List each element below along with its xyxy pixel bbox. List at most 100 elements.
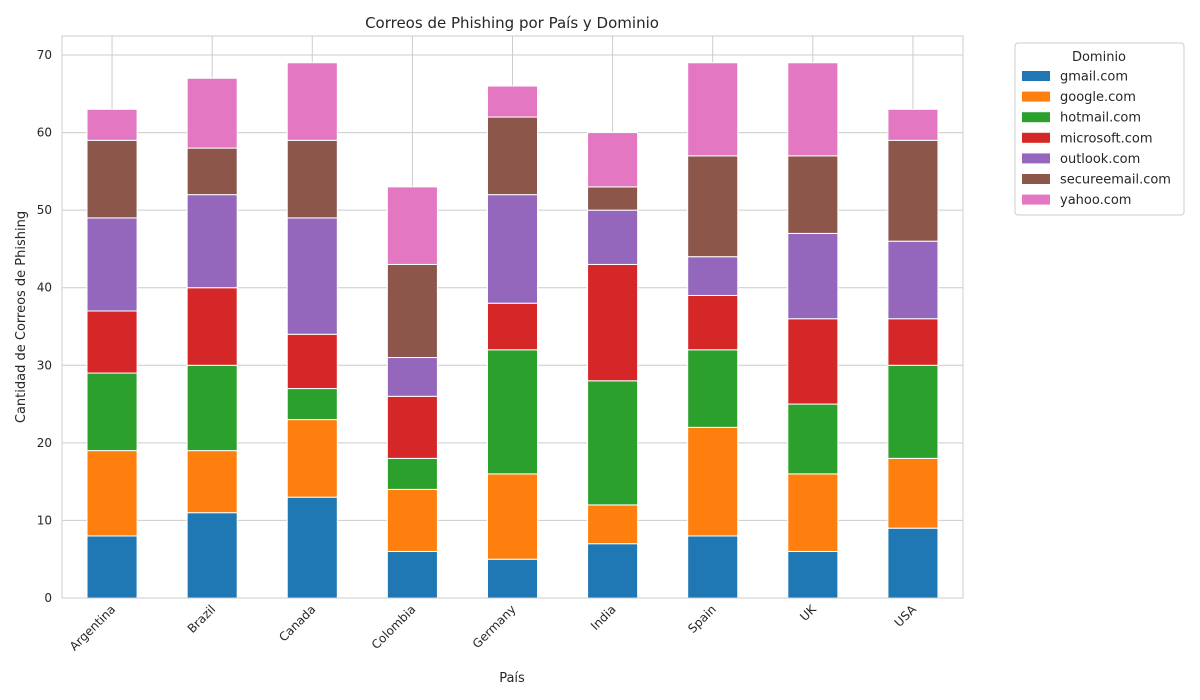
y-tick-label: 30 [37,358,52,372]
bar-segment [787,403,839,475]
bar-segment [887,240,939,320]
bar-segment [186,287,238,366]
y-tick-label: 60 [37,126,52,140]
bars-layer [86,62,939,599]
bar-segment [386,488,438,552]
bar-segment [186,512,238,599]
bar-segment [86,108,138,141]
bar-segment [486,349,539,475]
y-tick-labels: 0 10 20 30 40 50 60 70 [37,48,52,605]
legend: Dominio gmail.com google.com hotmail.com mi… [1014,42,1185,216]
legend-swatch [1022,174,1050,184]
legend-label: hotmail.com [1060,111,1141,126]
bar-segment [887,527,939,599]
bar-segment [887,457,939,529]
y-axis-label: Cantidad de Correos de Phishing [14,211,29,423]
legend-title: Dominio [1072,50,1126,65]
bar-segment [286,496,338,599]
bar-segment [386,395,438,459]
y-tick-label: 20 [37,436,52,450]
bar-segment [587,543,639,599]
legend-swatch [1022,194,1050,205]
bar-segment [486,116,539,196]
bar-segment [687,426,739,537]
bar-segment [86,450,138,537]
bar-segment [787,232,839,320]
x-tick-label: USA [892,602,920,630]
bar-segment [186,147,238,196]
bar-segment [186,450,238,514]
bar-segment [486,302,539,351]
bar-segment [286,333,338,390]
legend-label: google.com [1060,90,1136,105]
legend-swatch [1022,91,1050,102]
bar-segment [386,457,438,490]
x-tick-label: Brazil [185,602,219,636]
bar-segment [687,155,739,258]
bar-segment [286,388,338,421]
bar-segment [386,186,438,265]
legend-label: outlook.com [1060,152,1140,167]
legend-label: microsoft.com [1060,131,1153,146]
bar-segment [587,209,639,265]
bar-segment [86,372,138,452]
bar-segment [486,85,539,118]
x-tick-label: Canada [276,602,318,644]
bar-segment [587,263,639,382]
bar-segment [887,139,939,242]
bar-segment [86,217,138,312]
bar-segment [887,108,939,141]
bar-segment [687,62,739,157]
bar-segment [86,310,138,374]
bar-segment [386,550,438,599]
legend-label: yahoo.com [1060,193,1131,208]
bar-segment [787,155,839,234]
bar-segment [486,473,539,560]
x-tick-label: UK [797,601,819,623]
bar-segment [587,504,639,545]
bar-segment [186,194,238,289]
legend-swatch [1022,71,1050,81]
y-tick-label: 40 [37,281,52,295]
bar-segment [286,217,338,335]
y-tick-label: 50 [37,203,52,217]
bar-segment [286,419,338,498]
bar-segment [687,256,739,296]
bar-segment [486,558,539,599]
x-axis-label: País [499,671,525,686]
bar-segment [186,77,238,149]
bar-segment [386,357,438,397]
bar-segment [687,349,739,428]
bar-segment [486,194,539,304]
bar-segment [787,318,839,405]
legend-label: gmail.com [1060,70,1128,85]
chart-title: Correos de Phishing por País y Dominio [365,14,659,32]
legend-swatch [1022,112,1050,123]
bar-segment [86,139,138,219]
x-tick-labels: Argentina Brazil Canada Colombia Germany Indi… [67,601,920,653]
bar-segment [787,550,839,599]
bar-segment [787,62,839,157]
legend-box [1014,42,1185,216]
bar-segment [687,294,739,351]
bar-segment [687,535,739,599]
x-tick-label: Germany [470,602,519,651]
bar-segment [587,380,639,506]
plot-frame [61,35,964,599]
bar-segment [587,186,639,211]
x-tick-label: India [588,602,619,633]
bar-segment [286,139,338,219]
bar-segment [286,62,338,141]
bar-segment [587,132,639,188]
y-tick-label: 10 [37,513,52,527]
y-tick-label: 70 [37,48,52,62]
bar-segment [787,473,839,552]
bar-segment [186,364,238,452]
legend-items: gmail.com google.com hotmail.com microsoft.… [1022,70,1171,208]
bar-segment [887,364,939,459]
bar-segment [887,318,939,366]
legend-label: secureemail.com [1060,173,1171,188]
legend-swatch [1022,132,1050,143]
y-tick-label: 0 [44,591,52,605]
